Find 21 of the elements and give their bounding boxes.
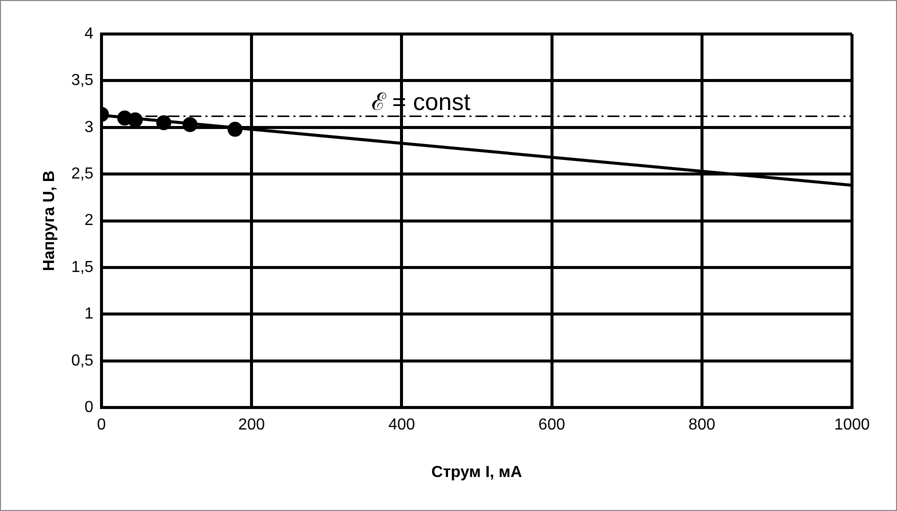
y-tick-label: 3: [84, 118, 94, 136]
x-tick-label: 400: [388, 416, 416, 434]
x-tick-label: 0: [96, 416, 106, 434]
y-tick-label: 2,5: [71, 166, 94, 183]
y-tick-label: 1,5: [71, 258, 94, 276]
y-tick-label: 3,5: [71, 72, 94, 90]
x-tick-label: 600: [538, 416, 566, 434]
x-tick-label: 1000: [834, 416, 870, 434]
y-tick-label: 2: [84, 212, 94, 230]
y-axis-title: Напруга U, В: [41, 170, 58, 272]
x-tick-label: 200: [238, 416, 265, 434]
x-tick-label: 800: [688, 416, 716, 434]
point: [128, 112, 143, 128]
point: [182, 117, 198, 132]
x-axis-title: Струм I, мА: [431, 464, 522, 481]
y-tick-label: 4: [84, 25, 94, 42]
y-tick-label: 0: [84, 399, 94, 416]
point: [156, 115, 172, 130]
y-tick-label: 0,5: [71, 352, 94, 370]
point: [228, 122, 243, 137]
y-tick-label: 1: [84, 306, 94, 323]
